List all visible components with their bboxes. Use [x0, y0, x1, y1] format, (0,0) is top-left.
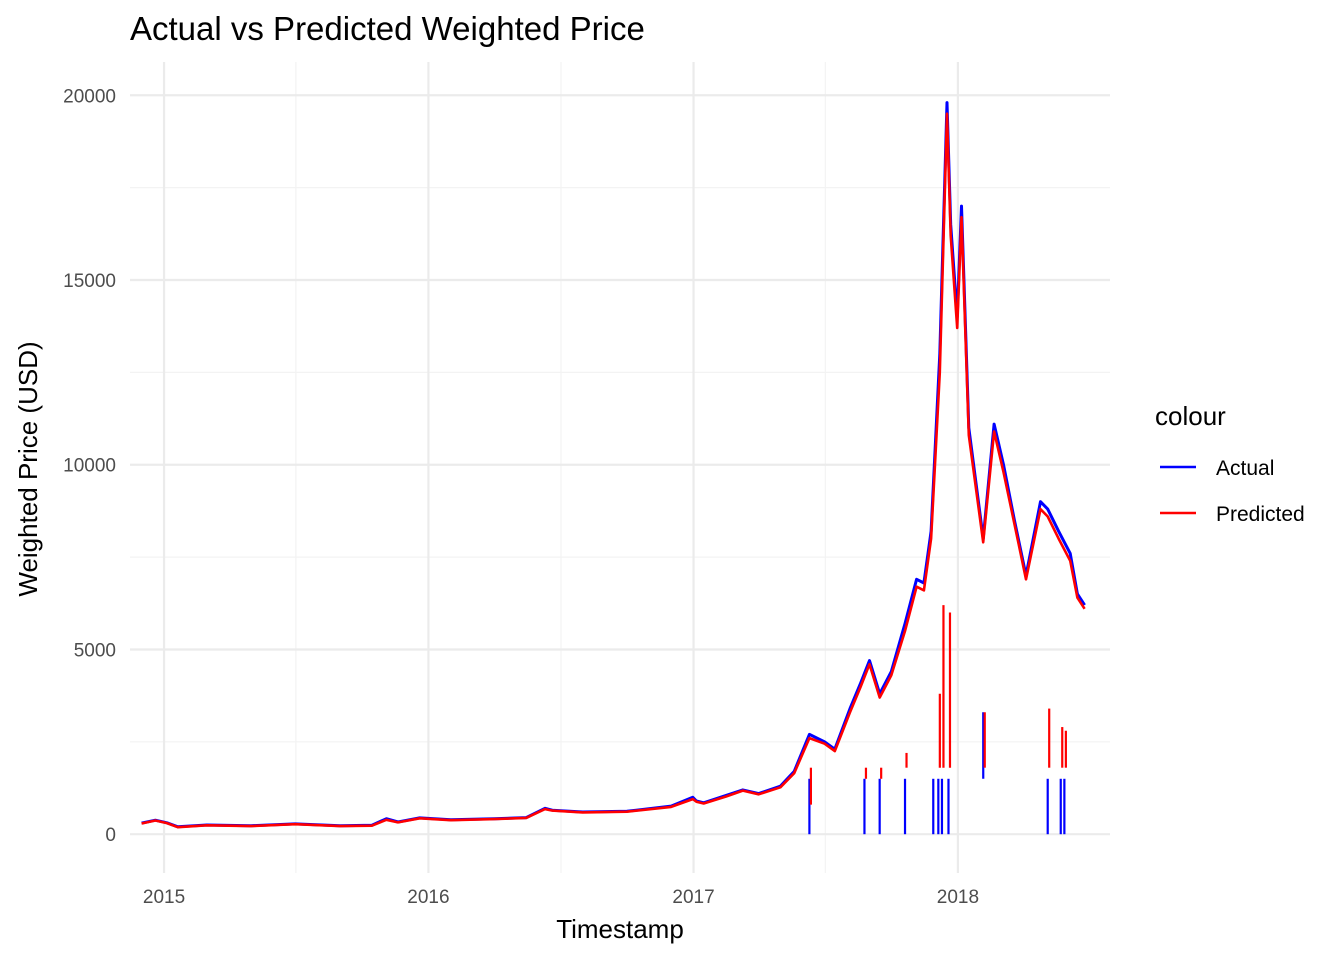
grid-major [130, 62, 1110, 873]
y-axis-ticks: 0 5000 10000 15000 20000 [63, 86, 116, 846]
chart-title: Actual vs Predicted Weighted Price [130, 10, 645, 47]
x-tick-label: 2016 [407, 887, 449, 908]
legend: colour Actual Predicted [1155, 401, 1305, 526]
grid-minor [130, 62, 1110, 873]
y-tick-label: 5000 [74, 640, 116, 661]
legend-title: colour [1155, 401, 1226, 431]
x-tick-label: 2018 [937, 887, 979, 908]
x-axis-ticks: 2015 2016 2017 2018 [143, 887, 979, 908]
x-tick-label: 2015 [143, 887, 185, 908]
legend-label-predicted: Predicted [1216, 503, 1305, 526]
y-tick-label: 15000 [63, 271, 116, 292]
y-tick-label: 20000 [63, 86, 116, 107]
actual-drops [808, 712, 1066, 835]
y-axis-title: Weighted Price (USD) [13, 341, 43, 596]
x-tick-label: 2017 [672, 887, 714, 908]
x-axis-title: Timestamp [556, 914, 684, 944]
legend-label-actual: Actual [1216, 457, 1274, 480]
predicted-drops [809, 605, 1067, 805]
series-layer [141, 101, 1086, 829]
series-line-predicted [141, 112, 1086, 829]
y-tick-label: 10000 [63, 456, 116, 477]
y-tick-label: 0 [105, 825, 116, 846]
